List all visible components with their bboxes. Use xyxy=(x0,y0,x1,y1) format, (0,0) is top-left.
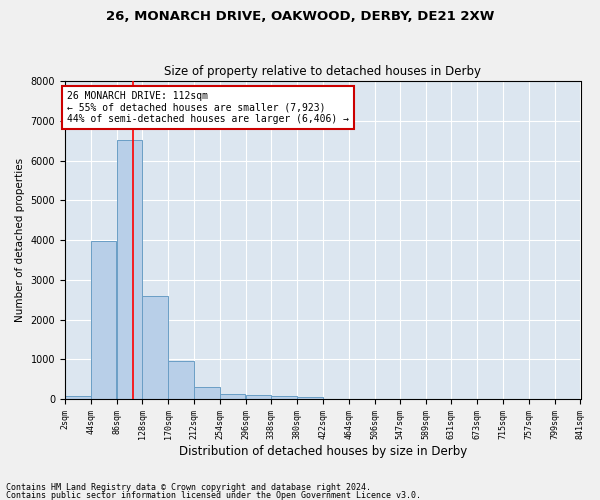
Bar xyxy=(168,361,194,399)
Bar xyxy=(142,296,168,399)
Y-axis label: Number of detached properties: Number of detached properties xyxy=(15,158,25,322)
Text: 26, MONARCH DRIVE, OAKWOOD, DERBY, DE21 2XW: 26, MONARCH DRIVE, OAKWOOD, DERBY, DE21 … xyxy=(106,10,494,23)
Text: Contains HM Land Registry data © Crown copyright and database right 2024.: Contains HM Land Registry data © Crown c… xyxy=(6,484,371,492)
Text: Contains public sector information licensed under the Open Government Licence v3: Contains public sector information licen… xyxy=(6,490,421,500)
Bar xyxy=(116,140,142,399)
Bar xyxy=(245,395,271,399)
Bar xyxy=(91,241,116,399)
Text: 26 MONARCH DRIVE: 112sqm
← 55% of detached houses are smaller (7,923)
44% of sem: 26 MONARCH DRIVE: 112sqm ← 55% of detach… xyxy=(67,91,349,124)
Bar xyxy=(271,396,297,399)
Bar xyxy=(220,394,245,399)
Title: Size of property relative to detached houses in Derby: Size of property relative to detached ho… xyxy=(164,66,481,78)
X-axis label: Distribution of detached houses by size in Derby: Distribution of detached houses by size … xyxy=(179,444,467,458)
Bar xyxy=(194,387,220,399)
Bar xyxy=(297,397,323,399)
Bar xyxy=(65,396,91,399)
